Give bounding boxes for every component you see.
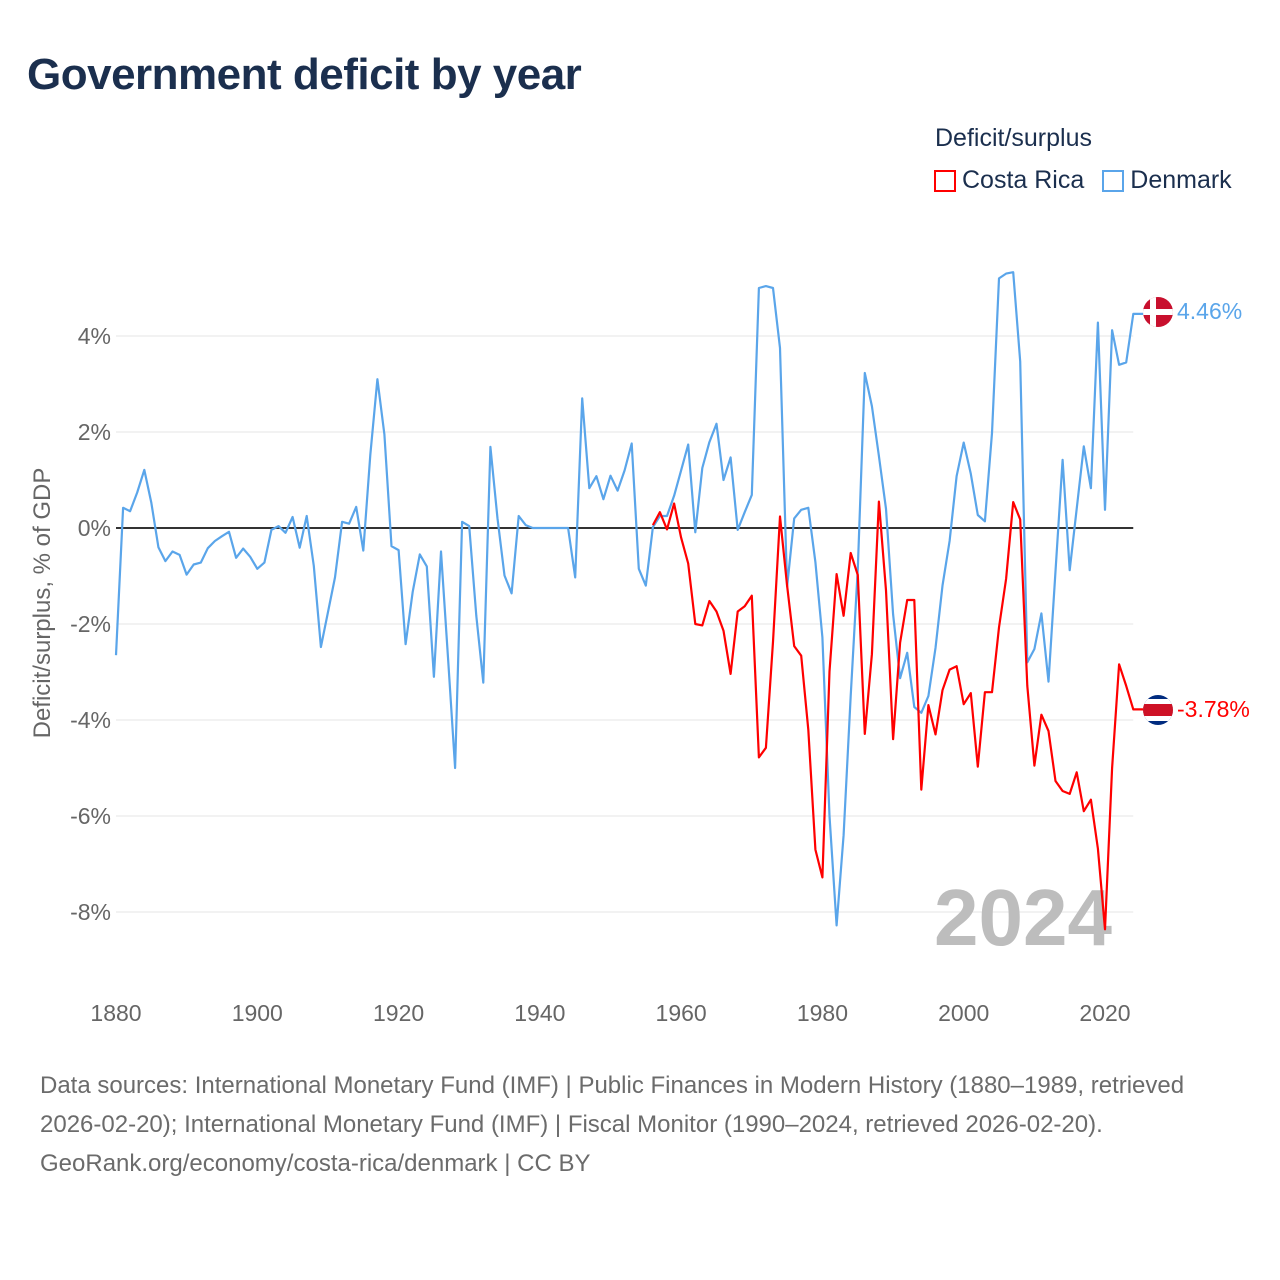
x-tick-label: 1900 xyxy=(232,1000,283,1026)
credit-link[interactable]: GeoRank.org/economy/costa-rica/denmark |… xyxy=(40,1150,591,1177)
legend-item-costa-rica[interactable]: Costa Rica xyxy=(934,166,1084,195)
chart-area: 4%2%0%-2%-4%-6%-8% 1880 1900 1920 1940 1960 1… xyxy=(29,271,1250,1026)
data-sources: Data sources: International Monetary Fun… xyxy=(40,1072,1185,1138)
denmark-end-marker: 4.46% xyxy=(1143,297,1242,327)
legend-label-costa-rica: Costa Rica xyxy=(962,166,1085,194)
x-tick-label: 2020 xyxy=(1079,1000,1130,1026)
y-tick-label: 0% xyxy=(78,515,111,541)
y-tick-label: -2% xyxy=(70,611,111,637)
y-tick-label: -6% xyxy=(70,803,111,829)
legend-swatch-costa-rica xyxy=(934,169,956,192)
series-lines xyxy=(114,271,1144,931)
costa-rica-end-label: -3.78% xyxy=(1177,696,1250,722)
x-tick-label: 1880 xyxy=(90,1000,141,1026)
x-tick-label: 2000 xyxy=(938,1000,989,1026)
costa-rica-flag-icon xyxy=(1143,695,1173,725)
y-tick-label: -4% xyxy=(70,707,111,733)
x-tick-label: 1940 xyxy=(514,1000,565,1026)
x-tick-label: 1980 xyxy=(797,1000,848,1026)
chart-title: Government deficit by year xyxy=(27,50,582,99)
legend-label-denmark: Denmark xyxy=(1130,166,1232,194)
legend-item-denmark[interactable]: Denmark xyxy=(1102,166,1232,195)
denmark-flag-icon xyxy=(1143,297,1173,327)
y-tick-label: 4% xyxy=(78,323,111,349)
y-axis-ticks: 4% 2% 0% -2% -4% -6% -8% xyxy=(70,323,111,925)
series-line-costa-rica[interactable] xyxy=(651,500,1144,931)
legend: Costa Rica Denmark xyxy=(934,166,1232,195)
year-watermark: 2024 xyxy=(934,873,1112,962)
footer: Data sources: International Monetary Fun… xyxy=(40,1066,1250,1183)
legend-swatch-denmark xyxy=(1102,169,1125,192)
y-axis-label: Deficit/surplus, % of GDP xyxy=(29,468,56,739)
legend-title: Deficit/surplus xyxy=(935,124,1092,152)
y-tick-label: -8% xyxy=(70,899,111,925)
denmark-end-label: 4.46% xyxy=(1177,298,1242,324)
x-tick-label: 1960 xyxy=(656,1000,707,1026)
x-axis-ticks: 1880 1900 1920 1940 1960 1980 2000 2020 xyxy=(90,1000,1130,1026)
y-tick-label: 2% xyxy=(78,419,111,445)
costa-rica-end-marker: -3.78% xyxy=(1143,695,1250,725)
gridlines xyxy=(116,335,1134,913)
series-line-denmark[interactable] xyxy=(114,271,1144,927)
x-tick-label: 1920 xyxy=(373,1000,424,1026)
